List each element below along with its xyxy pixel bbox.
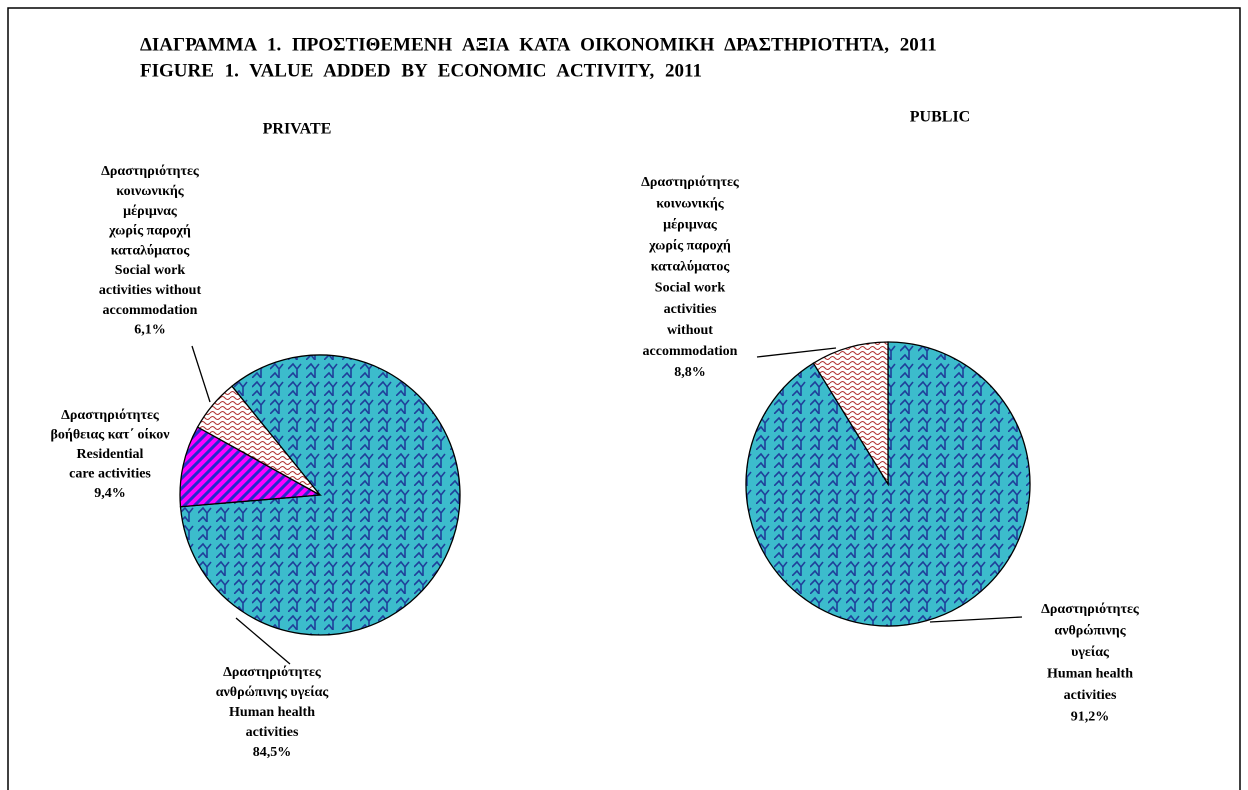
slice-label: ανθρώπινης <box>1054 624 1126 639</box>
slice-label: accommodation <box>643 344 738 359</box>
slice-label: καταλύματος <box>651 260 731 275</box>
slice-label: καταλύματος <box>111 243 191 258</box>
leader-line <box>756 347 837 358</box>
slice-label: βοήθειας κατ΄ οίκον <box>51 428 171 443</box>
leader-line <box>929 616 1023 623</box>
slice-label: activities <box>664 302 717 317</box>
slice-label: μέριμνας <box>123 204 178 219</box>
slice-label: Social work <box>655 281 726 296</box>
pie-slice <box>179 426 323 508</box>
chart-title: PRIVATE <box>263 121 332 138</box>
slice-label: κοινωνικής <box>656 196 725 211</box>
slice-label: κοινωνικής <box>116 184 185 199</box>
slice-value-label: 8,8% <box>674 365 706 380</box>
slice-label: ανθρώπινης υγείας <box>216 685 330 700</box>
slice-label: care activities <box>69 467 151 482</box>
slice-value-label: 9,4% <box>94 486 126 501</box>
header-title-gr: ΔΙΑΓΡΑΜΜΑ 1. ΠΡΟΣΤΙΘΕΜΕΝΗ ΑΞΙΑ ΚΑΤΑ ΟΙΚΟ… <box>140 34 937 55</box>
slice-label: Δραστηριότητες <box>641 175 740 190</box>
frame <box>7 7 1241 790</box>
slice-label: μέριμνας <box>663 217 718 232</box>
leader-line <box>235 617 291 665</box>
pie-slice <box>812 341 889 487</box>
slice-label: without <box>667 323 713 338</box>
leader-line <box>191 345 211 403</box>
slice-label: υγείας <box>1071 645 1110 660</box>
slice-label: activities without <box>99 283 202 298</box>
slice-label: Residential <box>77 447 144 462</box>
slice-label: χωρίς παροχή <box>108 224 191 239</box>
pie-slice <box>196 385 321 496</box>
slice-value-label: 84,5% <box>253 745 292 760</box>
slice-label: activities <box>246 725 299 740</box>
slice-label: accommodation <box>103 303 198 318</box>
slice-label: Δραστηριότητες <box>223 665 322 680</box>
slice-label: Human health <box>1047 667 1133 682</box>
slice-label: Human health <box>229 705 315 720</box>
chart-title: PUBLIC <box>910 109 970 126</box>
slice-label: activities <box>1064 688 1117 703</box>
slice-label: Δραστηριότητες <box>61 408 160 423</box>
slice-value-label: 91,2% <box>1071 710 1110 725</box>
slice-value-label: 6,1% <box>134 323 166 338</box>
slice-label: Δραστηριότητες <box>101 164 200 179</box>
slice-label: Social work <box>115 263 186 278</box>
header-title-en: FIGURE 1. VALUE ADDED BY ECONOMIC ACTIVI… <box>140 60 702 81</box>
slice-label: Δραστηριότητες <box>1041 602 1140 617</box>
slice-label: χωρίς παροχή <box>648 239 731 254</box>
